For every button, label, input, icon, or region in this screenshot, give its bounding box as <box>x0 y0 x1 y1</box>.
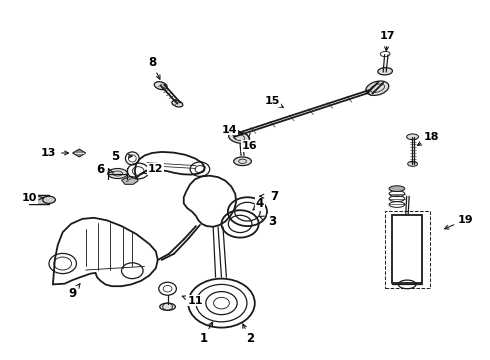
Ellipse shape <box>234 157 251 166</box>
Bar <box>29 195 49 204</box>
Text: 18: 18 <box>423 132 439 142</box>
Ellipse shape <box>108 168 127 179</box>
Text: 11: 11 <box>187 296 203 306</box>
Ellipse shape <box>43 196 55 203</box>
Bar <box>392 215 422 283</box>
Text: 1: 1 <box>199 332 207 345</box>
Text: 8: 8 <box>148 57 156 69</box>
Ellipse shape <box>172 100 183 107</box>
Text: 2: 2 <box>246 332 254 345</box>
Ellipse shape <box>408 161 417 166</box>
Text: 17: 17 <box>379 31 395 41</box>
Text: 3: 3 <box>268 215 276 228</box>
Text: 6: 6 <box>97 163 104 176</box>
Text: 15: 15 <box>264 96 280 106</box>
Ellipse shape <box>407 134 418 140</box>
Ellipse shape <box>154 82 167 90</box>
Text: 12: 12 <box>148 164 164 174</box>
Ellipse shape <box>389 186 405 192</box>
Ellipse shape <box>378 68 392 75</box>
Ellipse shape <box>366 81 389 95</box>
Polygon shape <box>122 176 138 184</box>
Text: 10: 10 <box>22 193 37 203</box>
Text: 5: 5 <box>111 150 119 163</box>
Text: 14: 14 <box>221 125 237 135</box>
Text: 16: 16 <box>242 141 258 151</box>
Text: 19: 19 <box>458 215 473 225</box>
Ellipse shape <box>160 303 175 310</box>
Polygon shape <box>73 149 86 157</box>
Bar <box>385 211 430 288</box>
Text: 9: 9 <box>69 287 76 300</box>
Ellipse shape <box>229 132 249 143</box>
Text: 4: 4 <box>256 197 264 210</box>
Text: 13: 13 <box>40 148 56 158</box>
Text: 7: 7 <box>270 190 278 203</box>
